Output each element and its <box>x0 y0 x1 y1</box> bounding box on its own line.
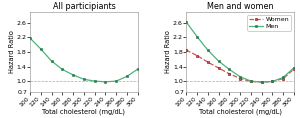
Men <box>227 69 231 70</box>
Men <box>217 60 220 62</box>
Women <box>206 61 210 63</box>
Women <box>292 68 296 70</box>
Women <box>249 81 253 82</box>
Title: Men and women: Men and women <box>207 2 273 11</box>
Women <box>184 49 188 51</box>
Men <box>195 36 199 37</box>
X-axis label: Total cholesterol (mg/dL): Total cholesterol (mg/dL) <box>42 109 125 115</box>
Women <box>260 82 263 83</box>
Men <box>238 76 242 77</box>
Men <box>249 80 253 82</box>
Men <box>184 21 188 23</box>
Text: 0.7: 0.7 <box>174 90 184 95</box>
Women <box>217 67 220 69</box>
Line: Men: Men <box>185 21 296 84</box>
Y-axis label: Hazard Ratio: Hazard Ratio <box>165 30 171 73</box>
Y-axis label: Hazard Ratio: Hazard Ratio <box>9 30 15 73</box>
Men <box>271 81 274 82</box>
Title: All participiants: All participiants <box>52 2 115 11</box>
Women <box>238 78 242 79</box>
X-axis label: Total cholesterol (mg/dL): Total cholesterol (mg/dL) <box>199 109 282 115</box>
Women <box>281 78 285 79</box>
Text: 0.7: 0.7 <box>18 90 28 95</box>
Men <box>292 67 296 68</box>
Legend: Women, Men: Women, Men <box>247 15 291 31</box>
Line: Women: Women <box>185 49 296 84</box>
Women <box>195 55 199 56</box>
Women <box>227 73 231 74</box>
Men <box>260 82 263 83</box>
Men <box>206 49 210 51</box>
Women <box>271 81 274 82</box>
Men <box>281 77 285 78</box>
